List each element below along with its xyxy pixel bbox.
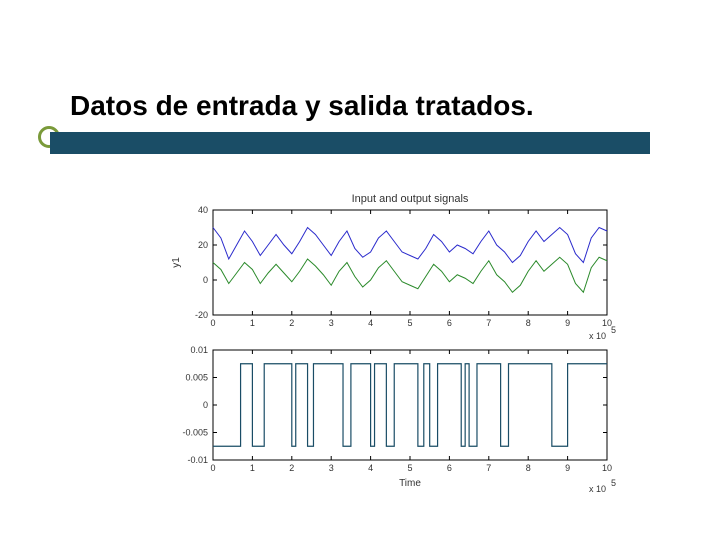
xtick-label: 6: [447, 318, 452, 328]
xtick-label: 2: [289, 318, 294, 328]
exponent-power-bottom: 5: [611, 478, 616, 488]
figure-container: Input and output signals012345678910-200…: [165, 190, 625, 500]
exponent-label-top: x 10: [589, 331, 606, 341]
ytick-label: 20: [198, 240, 208, 250]
xtick-label: 9: [565, 463, 570, 473]
xtick-label: 9: [565, 318, 570, 328]
xtick-label: 8: [526, 318, 531, 328]
xtick-label: 0: [210, 318, 215, 328]
xtick-label: 3: [329, 318, 334, 328]
xtick-label: 7: [486, 463, 491, 473]
xtick-label: 4: [368, 318, 373, 328]
ytick-label: -0.005: [182, 428, 208, 438]
xtick-label: 7: [486, 318, 491, 328]
xtick-label: 3: [329, 463, 334, 473]
exponent-label-bottom: x 10: [589, 484, 606, 494]
xtick-label: 4: [368, 463, 373, 473]
xtick-label: 10: [602, 463, 612, 473]
top-ylabel: y1: [171, 257, 182, 268]
ytick-label: 40: [198, 205, 208, 215]
xtick-label: 5: [407, 318, 412, 328]
xtick-label: 6: [447, 463, 452, 473]
slide-title: Datos de entrada y salida tratados.: [70, 90, 534, 122]
xlabel: Time: [399, 478, 421, 489]
title-underline: [50, 132, 650, 154]
figure-title: Input and output signals: [352, 193, 469, 205]
ytick-label: 0: [203, 275, 208, 285]
figure-svg: Input and output signals012345678910-200…: [165, 190, 625, 500]
ytick-label: 0.005: [185, 373, 208, 383]
xtick-label: 8: [526, 463, 531, 473]
ytick-label: -20: [195, 310, 208, 320]
xtick-label: 1: [250, 463, 255, 473]
ytick-label: 0: [203, 400, 208, 410]
xtick-label: 1: [250, 318, 255, 328]
xtick-label: 5: [407, 463, 412, 473]
ytick-label: -0.01: [187, 455, 208, 465]
exponent-power-top: 5: [611, 325, 616, 335]
xtick-label: 2: [289, 463, 294, 473]
xtick-label: 0: [210, 463, 215, 473]
ytick-label: 0.01: [190, 345, 208, 355]
